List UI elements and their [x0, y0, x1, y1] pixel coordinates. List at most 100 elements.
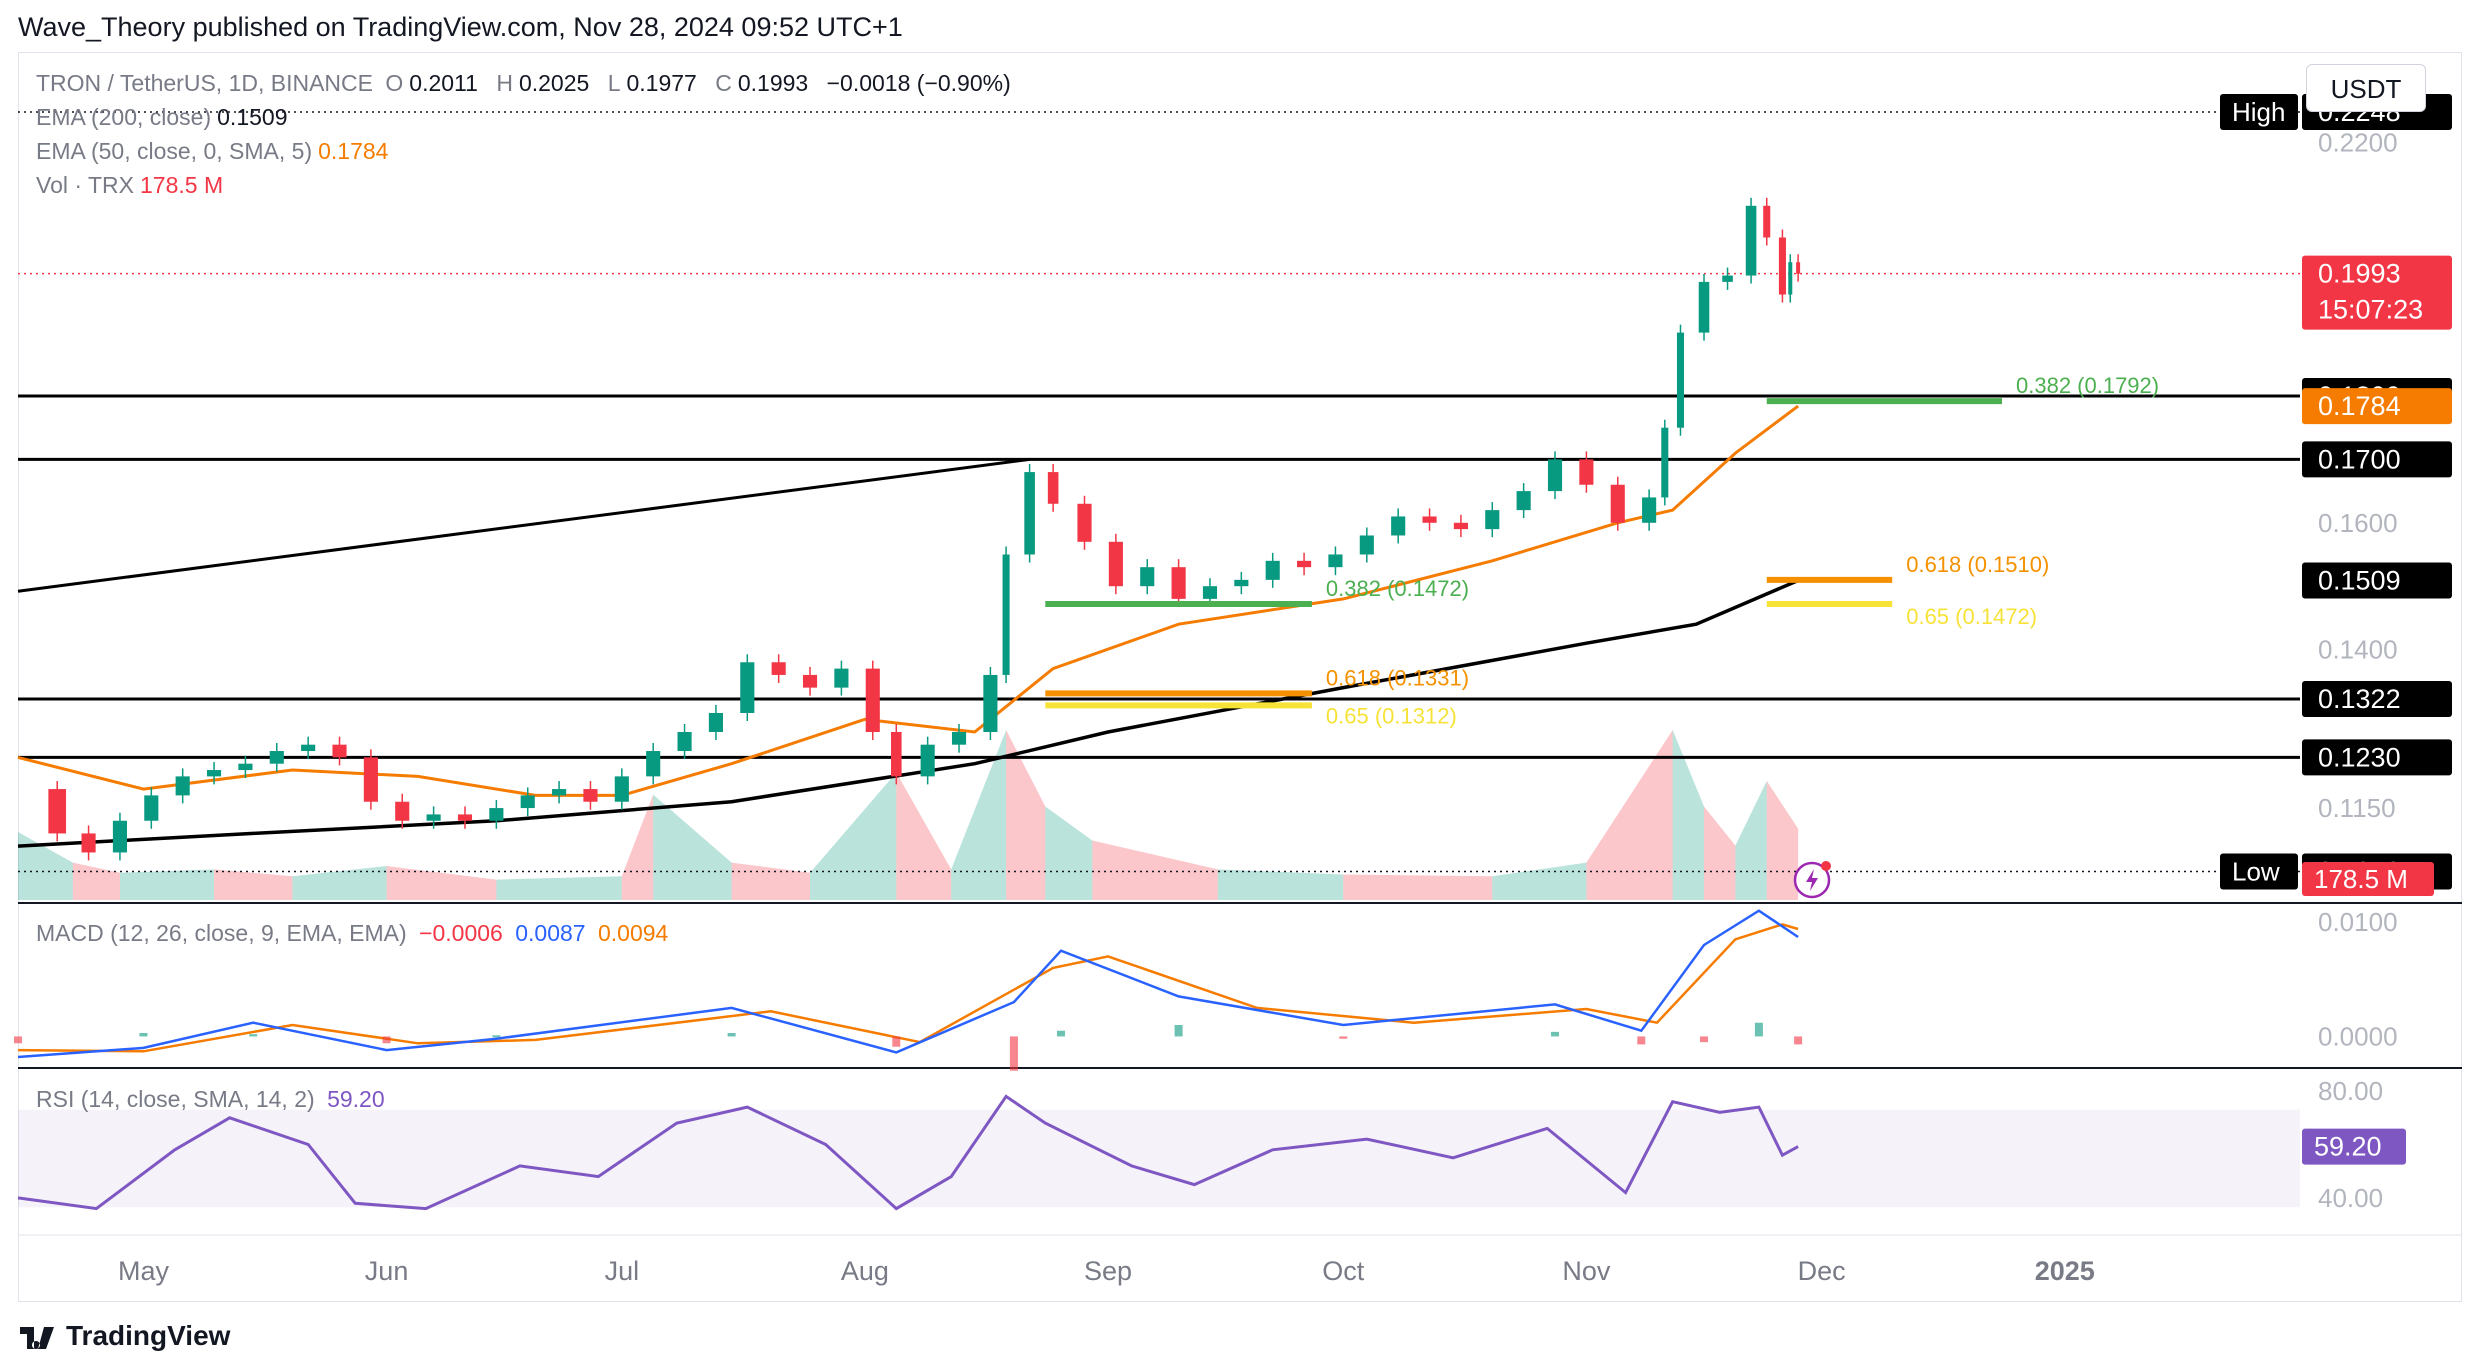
candle-body	[1642, 497, 1657, 523]
open-label: O	[385, 70, 404, 96]
candle-body	[1422, 516, 1437, 523]
candle-body	[332, 744, 347, 758]
volume-bar	[731, 862, 811, 900]
macd-histogram-bar	[1009, 1036, 1018, 1071]
candle-body	[1328, 554, 1343, 568]
symbol-name: TRON / TetherUS, 1D, BINANCE	[36, 70, 373, 96]
fib-level-label: 0.382 (0.1472)	[1326, 576, 1469, 601]
macd-axis-tick: 0.0000	[2318, 1021, 2398, 1051]
volume-bar	[1217, 869, 1344, 900]
candle-body	[891, 732, 902, 777]
price-axis-tick: 0.1150	[2318, 793, 2396, 823]
price-axis-label-bg	[2302, 739, 2452, 776]
candle-body	[81, 833, 96, 853]
candle-body	[363, 757, 378, 802]
volume-bar	[1006, 730, 1046, 900]
candle-body	[1547, 459, 1563, 492]
volume-bar	[72, 862, 120, 900]
candle-body	[457, 814, 473, 821]
candle-body	[1485, 510, 1500, 530]
volume-bar	[653, 794, 732, 900]
macd-axis-tick: 0.0100	[2318, 907, 2398, 937]
macd-signal-line	[17, 923, 1799, 1053]
macd-legend[interactable]: MACD (12, 26, close, 9, EMA, EMA) −0.000…	[36, 920, 674, 947]
candle-body	[1202, 586, 1218, 599]
ema200-value: 0.1509	[217, 104, 288, 130]
volume-bar	[1586, 730, 1673, 900]
price-axis-label: 0.1230	[2318, 742, 2401, 772]
price-axis-label: 0.1784	[2318, 391, 2401, 421]
volume-bar	[621, 794, 654, 900]
rsi-axis-label-bg	[2302, 1128, 2406, 1165]
candle-body	[1002, 554, 1010, 675]
volume-bar	[386, 866, 497, 900]
candle-body	[1359, 535, 1374, 555]
ema200-label: EMA (200, close)	[36, 104, 212, 130]
candle-body	[771, 662, 786, 675]
candle-body	[1265, 560, 1280, 580]
extreme-tag-bg	[2220, 853, 2298, 890]
currency-button[interactable]: USDT	[2306, 64, 2426, 112]
fib-level-label: 0.382 (0.1792)	[2016, 373, 2159, 398]
open-value: 0.2011	[409, 70, 478, 96]
volume-axis-label-bg	[2302, 862, 2434, 896]
volume-bar	[1672, 730, 1705, 900]
candle-body	[1788, 262, 1793, 295]
fib-level-label: 0.65 (0.1472)	[1906, 604, 2037, 629]
candle-body	[646, 751, 661, 777]
volume-axis-label: 178.5 M	[2314, 864, 2408, 894]
volume-bar	[1735, 781, 1767, 900]
macd-line-value: 0.0087	[515, 920, 586, 946]
macd-label: MACD (12, 26, close, 9, EMA, EMA)	[36, 920, 407, 946]
time-axis-tick: 2025	[2035, 1256, 2095, 1286]
ema50-legend[interactable]: EMA (50, close, 0, SMA, 5) 0.1784	[36, 138, 394, 165]
rsi-band	[18, 1109, 2300, 1208]
macd-histogram-bar	[1056, 1030, 1065, 1037]
candle-body	[1610, 484, 1625, 523]
candle-body	[175, 776, 190, 796]
price-axis-label-bg	[2302, 562, 2452, 599]
price-axis-label: 0.1700	[2318, 444, 2401, 474]
close-label: C	[715, 70, 732, 96]
macd-hist-value: −0.0006	[419, 920, 503, 946]
macd-histogram-bar	[1637, 1036, 1646, 1045]
volume-bar	[214, 869, 293, 900]
volume-bar	[1343, 874, 1493, 900]
price-axis-tick: 0.2200	[2318, 127, 2398, 157]
candle-body	[395, 801, 410, 821]
candle-body	[1516, 491, 1531, 511]
volume-bar	[951, 730, 1007, 900]
time-axis-tick: Dec	[1798, 1256, 1846, 1286]
volume-bar	[1492, 862, 1587, 900]
ema50-line	[17, 404, 1799, 797]
low-label: L	[607, 70, 621, 96]
change-value: −0.0018 (−0.90%)	[826, 70, 1011, 96]
rsi-axis-tick: 80.00	[2318, 1076, 2383, 1106]
rsi-legend[interactable]: RSI (14, close, SMA, 14, 2) 59.20	[36, 1086, 391, 1113]
candle-body	[1140, 567, 1155, 587]
extreme-tag: Low	[2232, 856, 2280, 886]
macd-histogram-bar	[492, 1035, 501, 1038]
candle-body	[614, 776, 629, 802]
price-axis-tick: 0.1400	[2318, 635, 2398, 665]
close-value: 0.1993	[737, 70, 809, 96]
lightning-bolt-shape	[1806, 869, 1818, 891]
volume-legend[interactable]: Vol · TRX 178.5 M	[36, 172, 229, 199]
volume-bar	[496, 876, 622, 900]
ema200-line	[17, 578, 1799, 848]
ema200-legend[interactable]: EMA (200, close) 0.1509	[36, 104, 294, 131]
macd-histogram-bar	[727, 1033, 736, 1037]
fib-level-label: 0.618 (0.1331)	[1326, 665, 1469, 690]
candle-body	[1763, 205, 1771, 238]
candle-body	[834, 668, 849, 688]
extreme-tag-bg	[2220, 93, 2298, 130]
notification-dot	[1821, 861, 1831, 871]
candle-body	[1698, 281, 1710, 333]
footer-brand[interactable]: TradingView	[20, 1320, 230, 1352]
time-axis-tick: May	[118, 1256, 170, 1286]
volume-bar	[1092, 840, 1218, 900]
rsi-axis-label: 59.20	[2314, 1132, 2382, 1162]
candle-body	[583, 789, 598, 802]
candle-body	[1391, 516, 1406, 536]
